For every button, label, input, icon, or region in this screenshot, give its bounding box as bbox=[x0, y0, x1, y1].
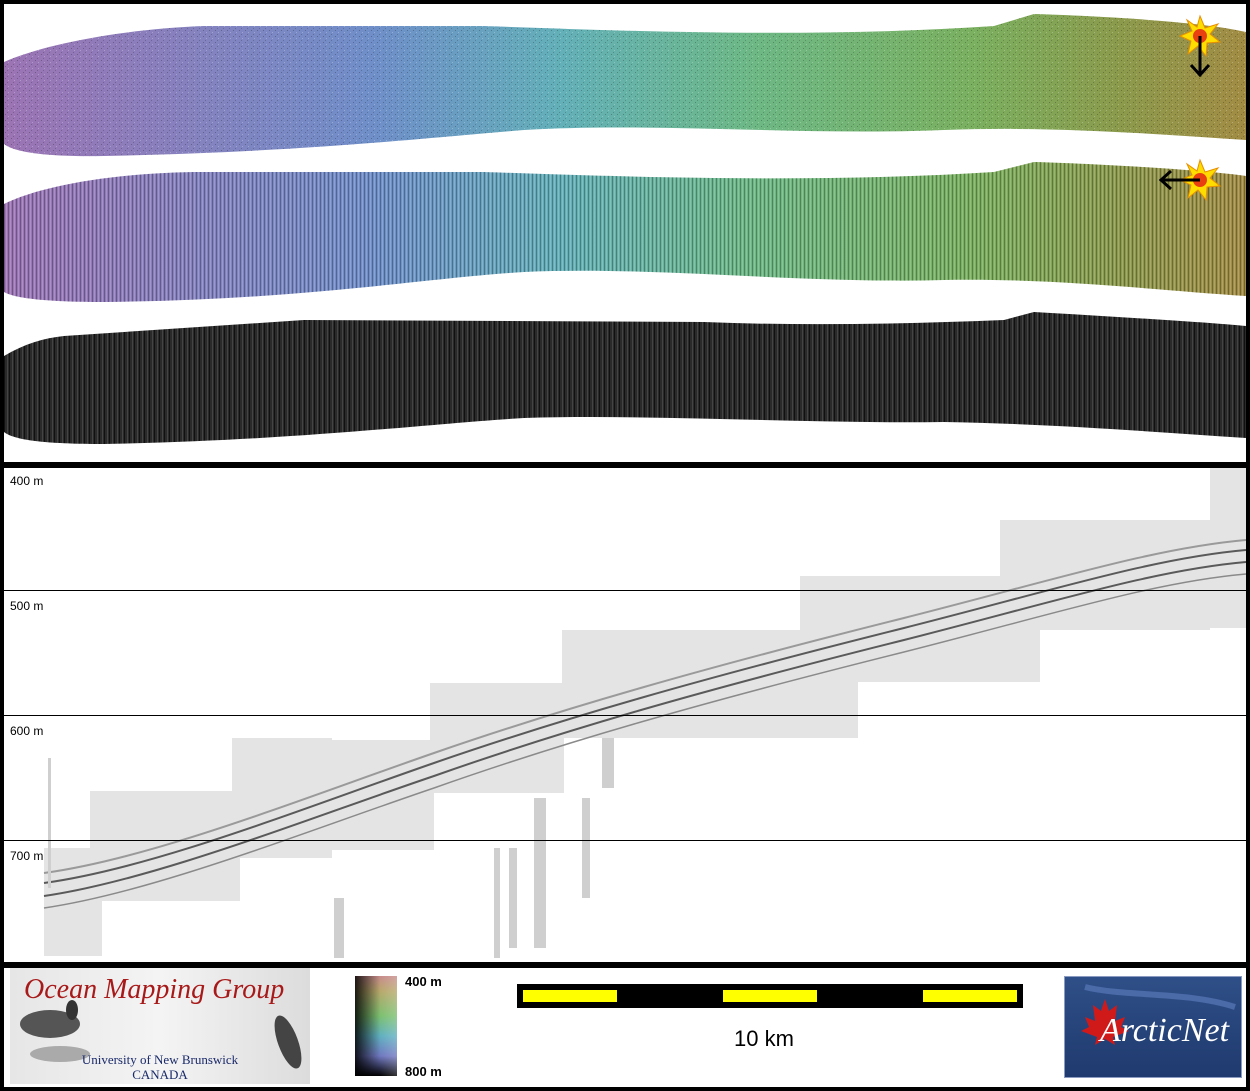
colorbar-shade bbox=[355, 976, 397, 1076]
scale-bar-segment bbox=[523, 990, 617, 1002]
logo-university: University of New Brunswick bbox=[81, 1052, 239, 1067]
colorbar-top-label: 400 m bbox=[405, 974, 442, 989]
depth-gridline bbox=[4, 840, 1246, 841]
depth-label: 500 m bbox=[10, 599, 44, 613]
depth-label: 400 m bbox=[10, 474, 44, 488]
ocean-mapping-group-logo: Ocean Mapping Group University of New Br… bbox=[10, 968, 310, 1084]
logo-title: Ocean Mapping Group bbox=[24, 974, 285, 1005]
arcticnet-logo bbox=[1064, 976, 1242, 1078]
subbottom-profile-panel: 400 m 500 m 600 m 700 m bbox=[4, 468, 1246, 962]
maple-leaf-icon bbox=[1081, 984, 1236, 1045]
scale-bar-segment bbox=[923, 990, 1017, 1002]
subbottom-profile bbox=[43, 468, 1246, 958]
depth-label: 600 m bbox=[10, 724, 44, 738]
legend-panel: Ocean Mapping Group University of New Br… bbox=[4, 968, 1246, 1087]
swath-map bbox=[4, 14, 1246, 444]
logo-artwork bbox=[20, 1000, 302, 1069]
depth-gridline bbox=[4, 590, 1246, 591]
logo-country: CANADA bbox=[132, 1067, 188, 1082]
arrow-down-icon bbox=[1189, 36, 1211, 78]
scale-bar-segment bbox=[723, 990, 817, 1002]
backscatter-swath bbox=[4, 312, 1246, 444]
depth-label: 700 m bbox=[10, 849, 44, 863]
scale-label: 10 km bbox=[734, 1026, 794, 1051]
depth-gridline bbox=[4, 715, 1246, 716]
arrow-left-icon bbox=[1158, 169, 1200, 191]
arcticnet-logo-text: ArcticNet bbox=[1100, 1012, 1230, 1049]
scale-bar bbox=[517, 984, 1023, 1008]
colorbar-bottom-label: 800 m bbox=[405, 1064, 442, 1079]
swath-panel bbox=[4, 4, 1246, 462]
